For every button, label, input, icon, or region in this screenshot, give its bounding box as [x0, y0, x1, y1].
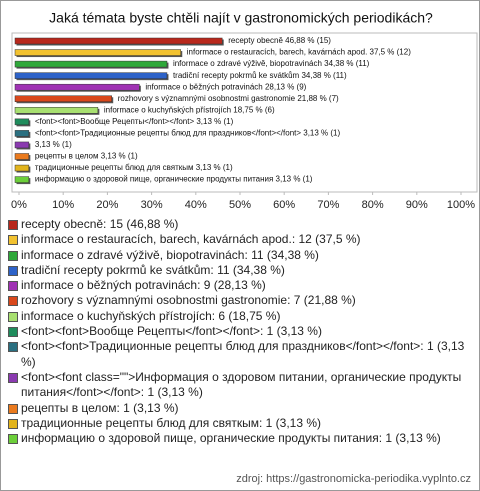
- legend-item: <font><font>Вообще Рецепты</font></font>…: [7, 324, 469, 339]
- bar-label: rozhovory s významnými osobnostmi gastro…: [118, 94, 339, 103]
- legend-label: рецепты в целом: 1 (3,13 %): [21, 400, 179, 415]
- legend-item: rozhovory s významnými osobnostmi gastro…: [7, 293, 469, 308]
- bar-label: informace o restauracích, barech, kavárn…: [187, 48, 411, 57]
- legend-label: informace o restauracích, barech, kavárn…: [21, 232, 361, 247]
- legend-item: традиционные рецепты блюд для святкым: 1…: [7, 416, 469, 431]
- legend-item: <font><font class="">Информация о здоров…: [7, 370, 469, 401]
- bar: [14, 153, 30, 160]
- legend-swatch: [8, 220, 18, 230]
- legend-label: informace o běžných potravinách: 9 (28,1…: [21, 278, 266, 293]
- legend-label: <font><font>Традиционные рецепты блюд дл…: [21, 339, 465, 369]
- x-tick-label: 90%: [406, 199, 428, 211]
- legend-swatch: [8, 434, 18, 445]
- bar-label: информацию о здоровой пище, органические…: [35, 175, 313, 184]
- legend-swatch: [8, 250, 18, 261]
- chart: Jaká témata byste chtěli najít v gastron…: [11, 10, 478, 211]
- legend-item: informace o kuchyňských přístrojích: 6 (…: [7, 309, 469, 324]
- x-tick-label: 20%: [96, 199, 118, 211]
- legend-item: информацию о здоровой пище, органические…: [7, 431, 469, 446]
- plot-frame: [11, 32, 478, 193]
- bar-label: 3,13 % (1): [35, 140, 72, 149]
- x-tick-label: 100%: [447, 199, 475, 211]
- legend-label: informace o kuchyňských přístrojích: 6 (…: [21, 308, 281, 323]
- bar-label: recepty obecně 46,88 % (15): [228, 36, 331, 45]
- bar: [14, 141, 30, 149]
- bar: [14, 95, 112, 102]
- x-tick-label: 60%: [273, 199, 295, 211]
- x-tick-label: 0%: [11, 199, 27, 211]
- legend-swatch: [8, 235, 18, 246]
- bar: [14, 118, 30, 126]
- legend-label: informace o zdravé výživě, biopotravinác…: [21, 247, 319, 262]
- bar-label: tradiční recepty pokrmů ke svátkům 34,38…: [173, 71, 347, 80]
- legend-swatch: [8, 281, 18, 292]
- legend-swatch: [8, 372, 18, 383]
- chart-title: Jaká témata byste chtěli najít v gastron…: [49, 10, 433, 26]
- bar-label: informace o kuchyňských přístrojích 18,7…: [104, 105, 275, 114]
- bar-label: рецепты в целом 3,13 % (1): [35, 152, 138, 161]
- bar-label: informace o zdravé výživě, biopotravinác…: [173, 59, 370, 68]
- bar: [14, 72, 168, 79]
- legend-label: tradiční recepty pokrmů ke svátkům: 11 (…: [21, 262, 285, 277]
- x-tick-label: 10%: [52, 199, 74, 211]
- bar: [14, 130, 30, 137]
- legend-label: <font><font>Вообще Рецепты</font></font>…: [21, 324, 322, 339]
- legend-item: informace o restauracích, barech, kavárn…: [7, 232, 469, 247]
- bar: [14, 83, 140, 91]
- x-tick-label: 30%: [141, 199, 163, 211]
- bar: [14, 164, 30, 172]
- legend-label: информацию о здоровой пище, органические…: [21, 431, 441, 446]
- legend-item: tradiční recepty pokrmů ke svátkům: 11 (…: [7, 263, 469, 278]
- legend-swatch: [8, 311, 18, 322]
- legend-label: rozhovory s významnými osobnostmi gastro…: [21, 293, 356, 308]
- legend-item: <font><font>Традиционные рецепты блюд дл…: [7, 339, 469, 370]
- bar: [14, 107, 99, 114]
- bar: [14, 49, 181, 56]
- source: zdroj: https://gastronomicka-periodika.v…: [236, 473, 471, 485]
- legend-swatch: [8, 327, 18, 338]
- legend-item: informace o zdravé výživě, biopotravinác…: [7, 248, 469, 263]
- legend-label: <font><font class="">Информация о здоров…: [21, 369, 462, 400]
- bar-label: <font><font>Вообще Рецепты</font></font>…: [35, 117, 234, 126]
- legend-item: informace o běžných potravinách: 9 (28,1…: [7, 278, 469, 293]
- legend: recepty obecně: 15 (46,88 %) informace o …: [7, 217, 469, 446]
- legend-label: традиционные рецепты блюд для святкым: 1…: [21, 415, 322, 430]
- x-tick-label: 70%: [317, 199, 339, 211]
- legend-item: рецепты в целом: 1 (3,13 %): [7, 401, 469, 416]
- legend-swatch: [8, 296, 18, 307]
- bar: [14, 37, 223, 45]
- bar-label: informace o běžných potravinách 28,13 % …: [145, 82, 306, 91]
- bar-label: традиционные рецепты блюд для святкым 3,…: [35, 163, 233, 172]
- x-tick-label: 80%: [362, 199, 384, 211]
- bar: [14, 60, 168, 68]
- legend-swatch: [8, 403, 18, 414]
- legend-label: recepty obecně: 15 (46,88 %): [21, 217, 179, 231]
- x-tick-label: 40%: [185, 199, 207, 211]
- bar-label: <font><font>Традиционные рецепты блюд дл…: [35, 129, 341, 138]
- legend-swatch: [8, 342, 18, 353]
- bar: [14, 176, 30, 183]
- legend-item: recepty obecně: 15 (46,88 %): [7, 217, 469, 232]
- x-tick-label: 50%: [229, 199, 251, 211]
- legend-swatch: [8, 418, 18, 429]
- legend-swatch: [8, 265, 18, 276]
